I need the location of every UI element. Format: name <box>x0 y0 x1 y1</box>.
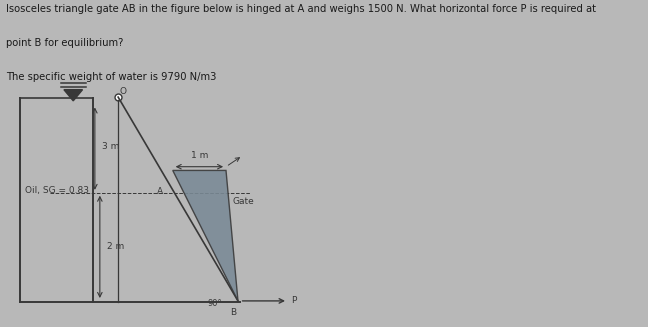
Text: 1 m: 1 m <box>191 151 208 160</box>
Text: O: O <box>120 87 127 96</box>
Text: B: B <box>230 308 236 317</box>
Text: The specific weight of water is 9790 N/m3: The specific weight of water is 9790 N/m… <box>6 72 217 82</box>
Text: P: P <box>291 296 297 305</box>
Text: 90°: 90° <box>207 299 222 308</box>
Text: A: A <box>157 187 163 196</box>
Text: point B for equilibrium?: point B for equilibrium? <box>6 38 124 48</box>
Text: Isosceles triangle gate AB in the figure below is hinged at A and weighs 1500 N.: Isosceles triangle gate AB in the figure… <box>6 4 596 14</box>
Text: 3 m: 3 m <box>102 142 119 151</box>
Polygon shape <box>173 170 238 301</box>
Text: Gate: Gate <box>232 197 254 206</box>
Polygon shape <box>64 90 82 101</box>
Text: Oil, SG = 0.83: Oil, SG = 0.83 <box>25 186 89 195</box>
Text: 2 m: 2 m <box>106 242 124 251</box>
